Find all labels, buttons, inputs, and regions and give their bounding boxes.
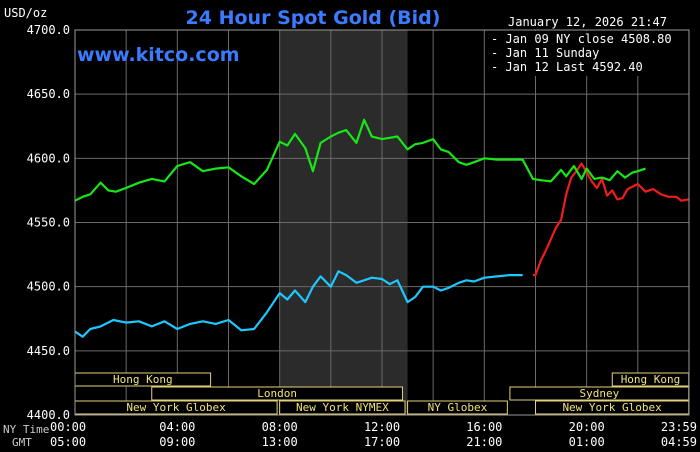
x-tick-ny: 12:00 bbox=[364, 420, 400, 434]
series-lines bbox=[74, 118, 689, 338]
chart-title: 24 Hour Spot Gold (Bid) bbox=[186, 7, 441, 29]
session-box bbox=[279, 400, 406, 415]
y-tick-label: 4650.0 bbox=[27, 87, 70, 101]
session-box bbox=[407, 400, 508, 415]
y-axis-unit: USD/oz bbox=[4, 6, 47, 20]
plot-frame bbox=[74, 29, 690, 416]
x-tick-gmt: 01:00 bbox=[569, 435, 605, 449]
legend-entry: - Jan 09 NY close 4508.80 bbox=[491, 32, 672, 46]
grid bbox=[75, 30, 689, 415]
x-tick-ny: 04:00 bbox=[159, 420, 195, 434]
x-tick-gmt: 21:00 bbox=[466, 435, 502, 449]
session-label: Sydney bbox=[579, 387, 619, 400]
legend-entry: - Jan 12 Last 4592.40 bbox=[491, 60, 643, 74]
x-tick-ny: 16:00 bbox=[466, 420, 502, 434]
watermark: www.kitco.com bbox=[77, 44, 240, 66]
x-tick-gmt: 04:59 bbox=[661, 435, 697, 449]
legend-entry: - Jan 11 Sunday bbox=[491, 46, 599, 60]
y-tick-label: 4450.0 bbox=[27, 344, 70, 358]
x-tick-ny: 20:00 bbox=[569, 420, 605, 434]
y-tick-label: 4400.0 bbox=[27, 408, 70, 422]
x-tick-gmt: 13:00 bbox=[262, 435, 298, 449]
gmt-label: GMT bbox=[12, 436, 32, 449]
legend-box bbox=[485, 31, 688, 76]
x-tick-gmt: 05:00 bbox=[50, 435, 86, 449]
y-tick-label: 4600.0 bbox=[27, 151, 70, 165]
session-box bbox=[151, 386, 403, 401]
session-label: New York Globex bbox=[562, 401, 662, 414]
y-tick-labels: 4700.0 4650.0 4600.0 4550.0 4500.0 4450.0 4400… bbox=[27, 23, 70, 422]
session-label: London bbox=[257, 387, 297, 400]
session-label: New York NYMEX bbox=[296, 401, 389, 414]
session-label: New York Globex bbox=[126, 401, 226, 414]
session-label: Hong Kong bbox=[113, 373, 173, 386]
x-tick-ny: 23:59 bbox=[661, 420, 697, 434]
y-tick-label: 4500.0 bbox=[27, 280, 70, 294]
series-line bbox=[532, 162, 689, 277]
series-line bbox=[74, 118, 646, 202]
x-tick-gmt: 09:00 bbox=[159, 435, 195, 449]
date-label: January 12, 2026 21:47 bbox=[508, 15, 667, 29]
ny-time-label: NY Time bbox=[3, 423, 49, 436]
x-tick-ny: 00:00 bbox=[50, 420, 86, 434]
legend: - Jan 09 NY close 4508.80- Jan 11 Sunday… bbox=[485, 31, 688, 76]
x-tick-ny: 08:00 bbox=[262, 420, 298, 434]
y-tick-label: 4700.0 bbox=[27, 23, 70, 37]
x-tick-gmt: 17:00 bbox=[364, 435, 400, 449]
series-line bbox=[74, 270, 523, 338]
session-label: NY Globex bbox=[428, 401, 488, 414]
y-tick-label: 4550.0 bbox=[27, 216, 70, 230]
session-label: Hong Kong bbox=[621, 373, 681, 386]
